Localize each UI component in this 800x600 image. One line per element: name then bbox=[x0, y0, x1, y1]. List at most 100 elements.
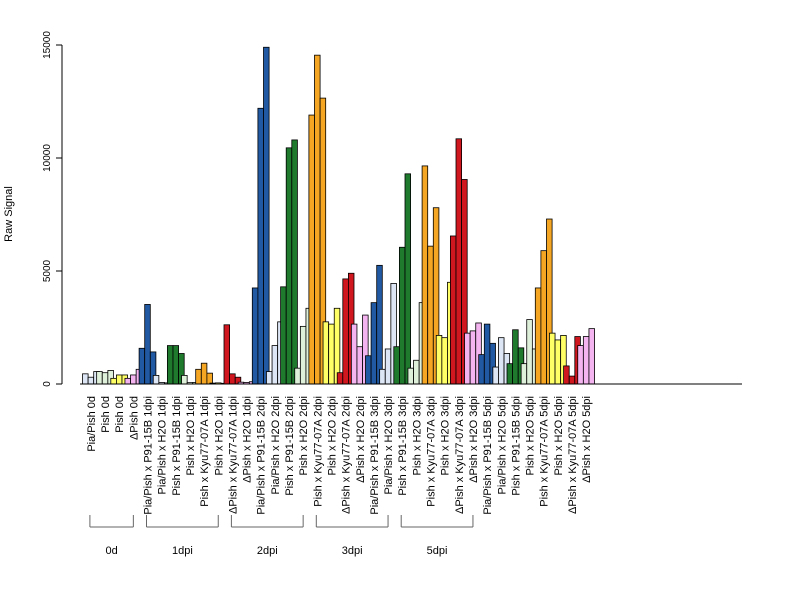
bar bbox=[280, 286, 287, 385]
x-tick-label: Pish x H2O 5dpi bbox=[553, 396, 565, 475]
bar bbox=[229, 373, 236, 385]
group-brackets: 0d 1dpi 2dpi 3dpi 5dpi bbox=[89, 515, 474, 557]
bar bbox=[342, 278, 349, 385]
bar bbox=[370, 302, 378, 385]
x-tick-label: Pish x P91-15B 2dpi bbox=[284, 396, 296, 496]
bar bbox=[393, 346, 400, 385]
bar bbox=[398, 246, 406, 385]
x-tick-label: Pia/Pish x P91-15B 5dpi bbox=[482, 396, 494, 515]
bar bbox=[166, 345, 174, 385]
bar bbox=[328, 323, 335, 385]
y-tick-label: 0 bbox=[42, 381, 53, 387]
bar bbox=[365, 355, 372, 385]
y-tick-label: 5000 bbox=[42, 259, 53, 282]
x-tick-label: Pish x H2O 3dpi bbox=[411, 396, 423, 475]
bar bbox=[413, 359, 420, 385]
bar bbox=[483, 323, 491, 385]
bar bbox=[478, 354, 485, 385]
group-label: 2dpi bbox=[257, 545, 278, 557]
x-tick-label: ΔPish 0d bbox=[128, 396, 140, 440]
x-tick-label: Pish 0d bbox=[100, 396, 112, 433]
bar bbox=[506, 363, 513, 385]
x-tick-label: ΔPish x H2O 3dpi bbox=[468, 396, 480, 483]
bar bbox=[421, 165, 429, 385]
bar bbox=[130, 374, 137, 385]
x-tick-label: ΔPish x Kyu77-07A 1dpi bbox=[227, 396, 239, 514]
bar bbox=[200, 362, 208, 385]
x-tick-label: Pia/Pish x H2O 2dpi bbox=[270, 396, 282, 494]
bar bbox=[87, 376, 95, 385]
bar bbox=[291, 139, 298, 385]
bar bbox=[294, 367, 301, 385]
x-tick-label: ΔPish x H2O 1dpi bbox=[242, 396, 254, 483]
bar bbox=[356, 346, 363, 385]
bar bbox=[512, 329, 519, 385]
bar bbox=[144, 304, 151, 385]
bar bbox=[181, 375, 188, 385]
bar bbox=[435, 335, 443, 385]
bar bbox=[124, 377, 131, 385]
bar bbox=[195, 368, 202, 385]
bar bbox=[540, 250, 547, 385]
bar bbox=[336, 372, 344, 385]
x-tick-label: ΔPish x H2O 5dpi bbox=[581, 396, 593, 483]
x-tick-label: Pia/Pish x H2O 1dpi bbox=[157, 396, 169, 494]
bar bbox=[206, 372, 213, 385]
bar bbox=[549, 332, 556, 385]
y-tick-label: 10000 bbox=[42, 144, 53, 172]
x-tick-label: ΔPish x H2O 2dpi bbox=[355, 396, 367, 483]
bar bbox=[404, 173, 411, 385]
bar bbox=[299, 325, 307, 385]
bar bbox=[223, 324, 230, 385]
x-tick-label: Pish x Kyu77-07A 5dpi bbox=[539, 396, 551, 507]
group-label: 1dpi bbox=[172, 545, 193, 557]
bar bbox=[271, 345, 279, 385]
x-tick-label: Pia/Pish 0d bbox=[86, 396, 98, 452]
x-tick-label: Pia/Pish x P91-15B 3dpi bbox=[369, 396, 381, 515]
bar bbox=[96, 371, 103, 385]
group-label: 5dpi bbox=[427, 545, 448, 557]
x-tick-label: ΔPish x Kyu77-07A 3dpi bbox=[454, 396, 466, 514]
x-tick-label: Pia/Pish x H2O 5dpi bbox=[496, 396, 508, 494]
bar bbox=[588, 328, 595, 385]
bar bbox=[534, 287, 542, 385]
bar bbox=[464, 332, 471, 385]
bar bbox=[427, 245, 434, 385]
bar bbox=[285, 147, 293, 385]
x-tick-label: Pish x H2O 5dpi bbox=[525, 396, 537, 475]
bar bbox=[582, 336, 590, 385]
bar bbox=[441, 337, 448, 385]
bar bbox=[82, 373, 89, 385]
bar bbox=[455, 138, 462, 385]
bar bbox=[577, 345, 584, 385]
bar bbox=[322, 321, 330, 385]
bar bbox=[554, 339, 562, 385]
x-tick-label: ΔPish x Kyu77-07A 2dpi bbox=[341, 396, 353, 514]
x-tick-label: Pia/Pish x P91-15B 1dpi bbox=[143, 396, 155, 515]
bar bbox=[101, 372, 109, 385]
x-tick-label: ΔPish x Kyu77-07A 5dpi bbox=[567, 396, 579, 514]
x-tick-label: Pish x H2O 1dpi bbox=[185, 396, 197, 475]
x-tick-labels: Pia/Pish 0d Pish 0d Pish 0d ΔPish 0d Pia/Pis… bbox=[86, 396, 593, 515]
y-tick-label: 15000 bbox=[42, 31, 53, 59]
bar bbox=[152, 375, 160, 385]
bar bbox=[172, 345, 179, 385]
x-tick-label: Pia/Pish x H2O 3dpi bbox=[383, 396, 395, 494]
bar bbox=[308, 114, 315, 385]
bar bbox=[492, 366, 499, 385]
y-axis: 0 5000 10000 15000 bbox=[42, 31, 63, 387]
bar bbox=[314, 54, 321, 385]
x-tick-label: Pish x P91-15B 3dpi bbox=[397, 396, 409, 496]
y-axis-label: Raw Signal bbox=[3, 186, 15, 242]
x-tick-label: Pish x Kyu77-07A 3dpi bbox=[426, 396, 438, 507]
group-label: 3dpi bbox=[342, 545, 363, 557]
x-tick-label: Pish x Kyu77-07A 1dpi bbox=[199, 396, 211, 507]
x-tick-label: Pish x H2O 1dpi bbox=[213, 396, 225, 475]
bar bbox=[407, 367, 414, 385]
bar bbox=[526, 319, 533, 385]
group-label: 0d bbox=[106, 545, 118, 557]
bar bbox=[110, 377, 117, 385]
x-tick-label: Pish 0d bbox=[114, 396, 126, 433]
bar bbox=[563, 365, 570, 385]
